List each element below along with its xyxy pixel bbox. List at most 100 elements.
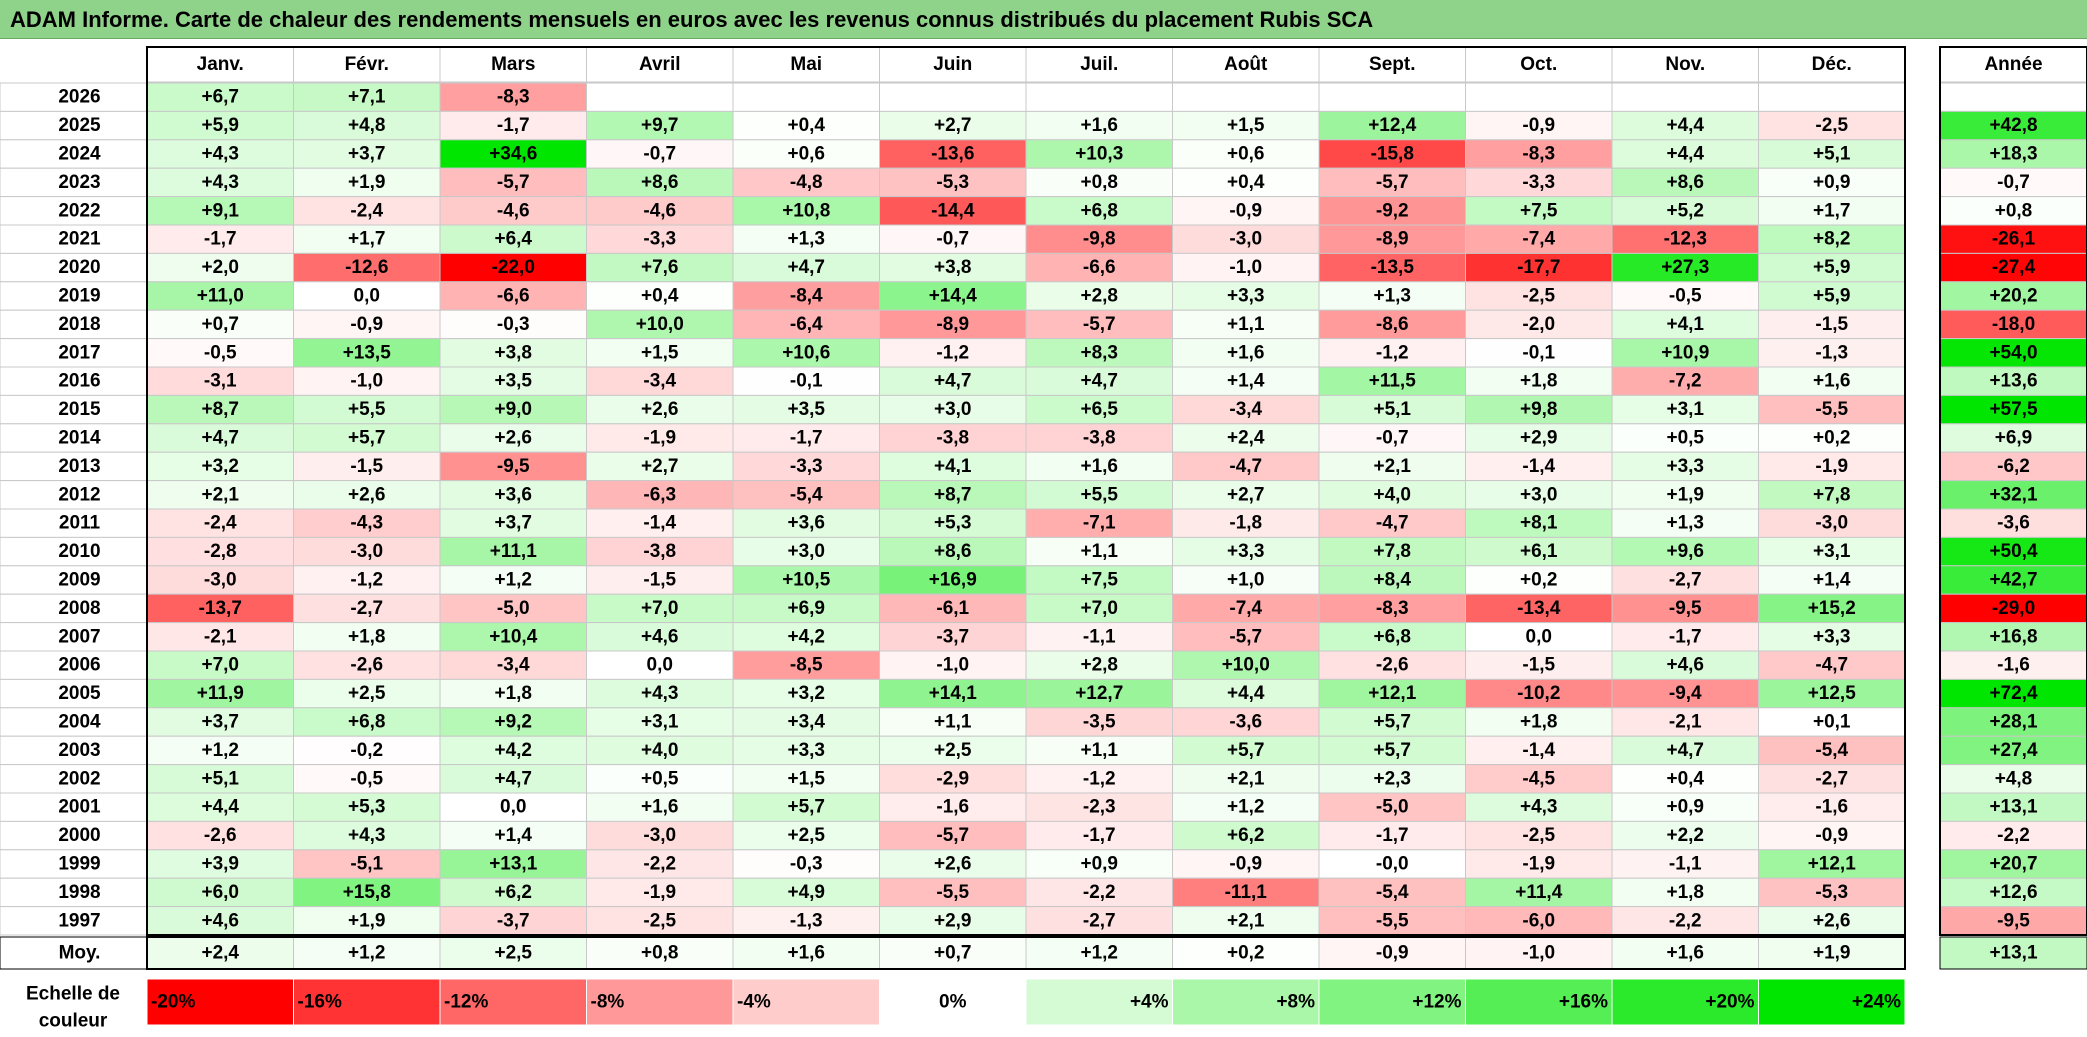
cell-value: +9,2	[494, 712, 532, 733]
cell-value: -5,4	[1815, 740, 1848, 761]
heatmap-cell	[879, 877, 1027, 908]
cell-value: -3,4	[1229, 399, 1262, 420]
cell-value: +0,4	[1227, 172, 1265, 193]
annual-cell	[1939, 394, 2087, 425]
cell-value: +0,6	[787, 144, 825, 165]
year-label: 2006	[58, 655, 100, 676]
cell-value: -2,2	[643, 854, 676, 875]
heatmap-cell	[146, 82, 294, 112]
cell-value: -13,4	[1517, 598, 1561, 619]
annual-value: +54,0	[1989, 342, 2037, 363]
cell-value: +1,1	[934, 712, 972, 733]
heatmap-cell	[879, 792, 1027, 822]
cell-value: +5,7	[1227, 740, 1265, 761]
year-label: 2004	[58, 712, 101, 733]
column-header-cell	[439, 46, 587, 83]
cell-value: -6,0	[1522, 910, 1555, 931]
annual-value: -0,7	[1997, 172, 2030, 193]
heatmap-cell	[146, 820, 294, 851]
cell-value: +8,6	[1666, 172, 1704, 193]
heatmap-cell	[879, 196, 1027, 226]
year-label: 2025	[58, 115, 101, 136]
heatmap-cell	[732, 820, 880, 851]
cell-value: -3,8	[1083, 428, 1116, 449]
cell-value: +2,7	[934, 115, 972, 136]
heatmap-cell	[293, 849, 441, 879]
cell-value: -2,1	[204, 626, 237, 647]
heatmap-cell	[1465, 394, 1613, 425]
column-header-cell	[732, 46, 880, 83]
cell-value: -9,2	[1376, 200, 1409, 221]
cell-value: +8,7	[934, 484, 972, 505]
heatmap-cell	[1318, 394, 1466, 425]
cell-value: +4,6	[1666, 655, 1704, 676]
cell-value: -6,6	[497, 286, 530, 307]
heatmap-cell	[1318, 252, 1466, 283]
column-header: Mars	[491, 54, 535, 75]
cell-value: +3,3	[1666, 456, 1704, 477]
cell-value: -1,7	[1376, 825, 1409, 846]
annual-value: -18,0	[1992, 314, 2035, 335]
annual-cell	[1939, 167, 2087, 198]
heatmap-cell	[1318, 281, 1466, 311]
cell-value: +4,7	[201, 428, 239, 449]
column-header: Sept.	[1369, 54, 1415, 75]
cell-value: +4,8	[348, 115, 386, 136]
cell-value: -5,7	[497, 172, 530, 193]
heatmap-cell	[1758, 536, 1906, 567]
cell-value: +8,6	[934, 541, 972, 562]
cell-value: +27,3	[1661, 257, 1709, 278]
heatmap-grid: Janv. Févr. Mars Avril Mai Juin Juil. Août Sept.…	[0, 46, 2087, 1032]
cell-value: +4,9	[787, 882, 825, 903]
cell-value: -13,5	[1371, 257, 1415, 278]
annual-value: +13,6	[1989, 371, 2037, 392]
cell-value: 0,0	[647, 655, 673, 676]
heatmap-cell	[1465, 423, 1613, 453]
heatmap-cell	[1611, 366, 1759, 396]
cell-value: -0,9	[1229, 854, 1262, 875]
cell-value: -0,9	[1815, 825, 1848, 846]
cell-value: +4,6	[641, 626, 679, 647]
cell-value: -3,4	[643, 371, 676, 392]
heatmap-cell	[293, 366, 441, 396]
annual-value: -27,4	[1992, 257, 2036, 278]
heatmap-cell	[1172, 309, 1320, 340]
cell-value: -1,5	[1522, 655, 1555, 676]
cell-value: +5,7	[348, 428, 386, 449]
heatmap-cell	[439, 167, 587, 198]
heatmap-cell	[1025, 906, 1173, 936]
heatmap-cell	[146, 764, 294, 794]
heatmap-cell	[293, 480, 441, 510]
cell-value: -1,5	[1815, 314, 1848, 335]
cell-value: +1,9	[1666, 484, 1704, 505]
average-cell	[146, 936, 294, 970]
cell-value: +0,8	[1080, 172, 1118, 193]
cell-value: -1,9	[1522, 854, 1555, 875]
heatmap-cell	[293, 565, 441, 595]
cell-value: -5,7	[936, 825, 969, 846]
cell-value: +8,6	[641, 172, 679, 193]
heatmap-cell	[1611, 281, 1759, 311]
heatmap-cell	[1465, 735, 1613, 766]
cell-value: +3,3	[1227, 286, 1265, 307]
cell-value: -4,6	[497, 200, 530, 221]
cell-value: -1,6	[1815, 797, 1848, 818]
heatmap-cell	[439, 849, 587, 879]
annual-value: +28,1	[1989, 712, 2038, 733]
cell-value: -2,7	[1083, 910, 1116, 931]
cell-value: +2,8	[1080, 655, 1118, 676]
cell-value: +4,2	[787, 626, 825, 647]
annual-value: +18,3	[1989, 144, 2037, 165]
cell-value: -1,7	[497, 115, 530, 136]
cell-value: -4,7	[1229, 456, 1262, 477]
cell-value: +6,8	[1080, 200, 1118, 221]
year-label-cell	[0, 906, 148, 936]
cell-value: -1,4	[1522, 456, 1555, 477]
heatmap-cell	[439, 252, 587, 283]
cell-value: +2,6	[348, 484, 386, 505]
cell-value: -0,5	[204, 342, 237, 363]
cell-value: -4,3	[350, 513, 383, 534]
cell-value: +2,5	[934, 740, 972, 761]
cell-value: -3,8	[643, 541, 676, 562]
cell-value: -5,0	[1376, 797, 1409, 818]
